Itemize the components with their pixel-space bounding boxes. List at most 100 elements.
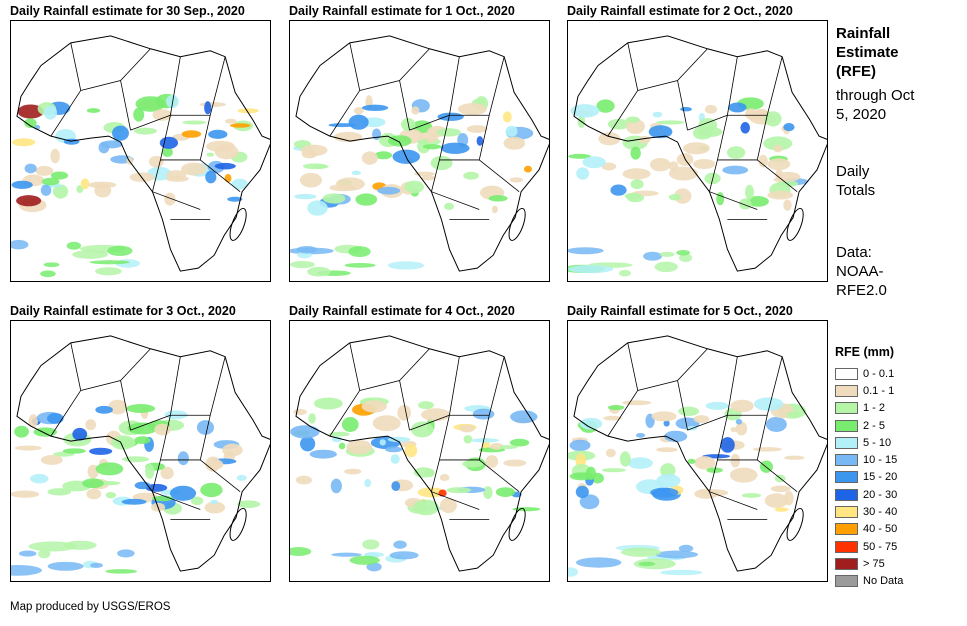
rainfall-area	[348, 114, 369, 130]
legend-label: 0 - 0.1	[863, 367, 895, 380]
rainfall-area	[374, 151, 393, 160]
africa-coastline	[573, 35, 827, 272]
rainfall-area	[764, 111, 782, 127]
rainfall-area	[575, 485, 589, 499]
rainfall-area	[495, 487, 516, 497]
rainfall-area	[300, 144, 328, 156]
rainfall-area	[196, 420, 215, 435]
rainfall-area	[385, 446, 403, 453]
rainfall-area	[729, 467, 758, 483]
rainfall-area	[730, 453, 741, 468]
rainfall-area	[692, 158, 716, 170]
rainfall-area	[364, 552, 385, 558]
rainfall-area	[678, 406, 700, 416]
rainfall-area	[411, 106, 420, 115]
rainfall-area	[656, 120, 685, 125]
rainfall-area	[687, 458, 696, 464]
rainfall-area	[47, 488, 72, 496]
rainfall-area	[121, 498, 147, 505]
rainfall-area	[98, 141, 110, 154]
rainfall-area	[437, 112, 464, 121]
rainfall-area	[224, 118, 237, 124]
legend-item: 1 - 2	[835, 400, 903, 417]
africa-coastline	[16, 335, 270, 572]
rainfall-area	[575, 557, 622, 568]
rainfall-area	[388, 135, 412, 147]
rainfall-area	[603, 415, 622, 421]
rainfall-area	[40, 270, 56, 278]
legend-label: 15 - 20	[863, 471, 898, 484]
rainfall-area	[348, 246, 371, 258]
rainfall-area	[620, 547, 662, 557]
country-borders	[50, 42, 241, 220]
panel-title: Daily Rainfall estimate for 30 Sep., 202…	[10, 4, 245, 18]
rainfall-area	[182, 120, 207, 125]
africa-coastline	[16, 35, 270, 272]
legend-item: 15 - 20	[835, 469, 903, 486]
rainfall-area	[47, 412, 64, 424]
rainfall-area	[300, 436, 316, 452]
rainfall-area	[122, 456, 150, 463]
legend-item: No Data	[835, 573, 903, 590]
rainfall-area	[333, 131, 363, 143]
legend-swatch	[835, 471, 858, 484]
rainfall-area	[313, 397, 343, 410]
rainfall-area	[694, 456, 716, 470]
legend-swatch	[835, 419, 858, 432]
rainfall-area	[206, 152, 215, 157]
legend-label: No Data	[863, 575, 904, 588]
rainfall-area	[63, 540, 97, 550]
side-source: Data: NOAA-RFE2.0	[836, 244, 887, 299]
rainfall-area	[307, 200, 328, 216]
rainfall-area	[741, 493, 761, 498]
rainfall-area	[204, 501, 226, 514]
rainfall-area	[14, 425, 29, 438]
rainfall-area	[596, 99, 615, 113]
footer-credit: Map produced by USGS/EROS	[10, 601, 171, 613]
rainfall-area	[134, 436, 151, 444]
rainfall-area	[569, 439, 591, 451]
rainfall-area	[413, 499, 440, 516]
rainfall-area	[765, 416, 787, 432]
rainfall-area	[164, 192, 176, 206]
rainfall-area	[148, 155, 164, 168]
rainfall-area	[44, 105, 58, 120]
rainfall-area	[229, 123, 251, 128]
rainfall-area	[299, 172, 322, 188]
rainfall-area	[466, 125, 488, 133]
rainfall-area	[693, 415, 710, 424]
rainfall-area	[404, 180, 424, 194]
rainfall-area	[582, 156, 606, 169]
rainfall-area	[420, 408, 451, 422]
rainfall-area	[439, 474, 450, 481]
rainfall-area	[107, 245, 133, 256]
rainfall-area	[222, 443, 243, 457]
rainfall-area	[705, 401, 729, 410]
legend-swatch	[835, 557, 858, 570]
legend-item: 5 - 10	[835, 434, 903, 451]
panel-title: Daily Rainfall estimate for 3 Oct., 2020	[10, 304, 236, 318]
rainfall-area	[50, 148, 60, 164]
rainfall-map-panel	[289, 320, 550, 582]
rainfall-area	[30, 473, 49, 484]
rainfall-area	[607, 404, 625, 411]
rainfall-area	[341, 417, 359, 432]
rainfall-map-panel	[10, 320, 271, 582]
rainfall-area	[112, 125, 129, 141]
rainfall-area	[40, 184, 52, 196]
rainfall-area	[745, 184, 754, 200]
rainfall-area	[728, 102, 747, 113]
legend-swatch	[835, 367, 858, 380]
rainfall-area	[161, 147, 173, 158]
rainfall-area	[656, 447, 678, 453]
rainfall-area	[619, 451, 631, 467]
rainfall-area	[152, 109, 173, 121]
rainfall-area	[439, 497, 457, 514]
rainfall-area	[294, 193, 317, 200]
rainfall-area	[330, 478, 342, 494]
rainfall-area	[505, 125, 518, 137]
rainfall-area	[393, 540, 407, 549]
rainfall-area	[307, 266, 331, 277]
rainfall-area	[208, 129, 228, 139]
country-borders	[607, 342, 798, 520]
